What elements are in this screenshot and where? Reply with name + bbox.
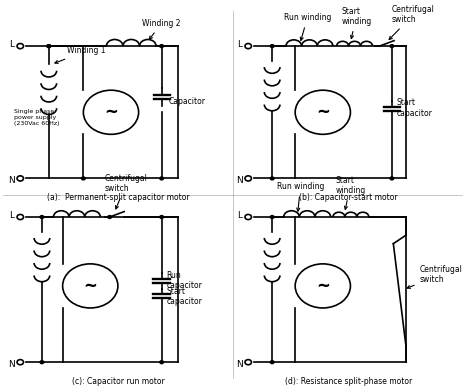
Circle shape xyxy=(160,361,164,364)
Text: N: N xyxy=(9,176,15,185)
Text: (d): Resistance split-phase motor: (d): Resistance split-phase motor xyxy=(284,377,412,386)
Text: Centrifugal
switch: Centrifugal switch xyxy=(407,265,462,288)
Circle shape xyxy=(82,177,85,180)
Text: Single phase
power supply
(230Vac 60Hz): Single phase power supply (230Vac 60Hz) xyxy=(14,109,60,126)
Circle shape xyxy=(270,361,274,364)
Circle shape xyxy=(270,45,274,47)
Text: ~: ~ xyxy=(83,277,97,295)
Text: ~: ~ xyxy=(316,103,330,121)
Text: L: L xyxy=(9,211,15,220)
Text: L: L xyxy=(237,211,242,220)
Text: Start
winding: Start winding xyxy=(335,176,365,209)
Text: N: N xyxy=(237,359,243,368)
Text: L: L xyxy=(9,40,15,49)
Text: L: L xyxy=(237,40,242,49)
Circle shape xyxy=(47,45,51,47)
Text: ~: ~ xyxy=(104,103,118,121)
Circle shape xyxy=(47,45,51,47)
Circle shape xyxy=(160,45,164,47)
Circle shape xyxy=(390,177,394,180)
Circle shape xyxy=(270,177,274,180)
Text: Winding 2: Winding 2 xyxy=(142,19,181,39)
Text: Start
capacitor: Start capacitor xyxy=(166,287,202,306)
Text: (b): Capacitor-start motor: (b): Capacitor-start motor xyxy=(299,193,397,202)
Text: N: N xyxy=(237,176,243,185)
Text: N: N xyxy=(9,359,15,368)
Text: Start
capacitor: Start capacitor xyxy=(396,98,432,117)
Circle shape xyxy=(108,216,111,219)
Circle shape xyxy=(270,216,274,219)
Circle shape xyxy=(390,45,394,47)
Circle shape xyxy=(40,216,44,219)
Circle shape xyxy=(40,361,44,364)
Text: Capacitor: Capacitor xyxy=(169,97,206,106)
Text: Run
capacitor: Run capacitor xyxy=(166,271,202,291)
Circle shape xyxy=(160,177,164,180)
Text: Run winding: Run winding xyxy=(277,182,324,211)
Text: Winding 1: Winding 1 xyxy=(55,46,106,63)
Text: Centrifugal
switch: Centrifugal switch xyxy=(389,5,435,40)
Text: (c): Capacitor run motor: (c): Capacitor run motor xyxy=(72,377,164,386)
Text: ~: ~ xyxy=(316,277,330,295)
Circle shape xyxy=(160,216,164,219)
Text: (a):  Permanent-split capacitor motor: (a): Permanent-split capacitor motor xyxy=(46,193,189,202)
Text: Run winding: Run winding xyxy=(283,13,331,40)
Text: Centrifugal
switch: Centrifugal switch xyxy=(105,174,148,209)
Text: Start
winding: Start winding xyxy=(341,7,372,39)
